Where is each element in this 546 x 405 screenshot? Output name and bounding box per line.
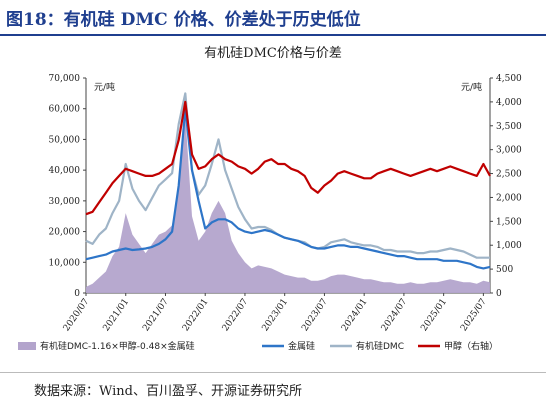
x-tick-label: 2023/01 bbox=[261, 297, 291, 333]
left-tick-label: 30,000 bbox=[49, 197, 81, 207]
x-tick-label: 2024/07 bbox=[380, 297, 410, 334]
x-tick-label: 2021/07 bbox=[141, 297, 171, 334]
left-tick-label: 20,000 bbox=[49, 228, 81, 238]
x-tick-label: 2025/01 bbox=[419, 297, 449, 333]
chart-svg: 0 10,000 20,000 30,000 40,000 50,000 60,000 70,… bbox=[18, 74, 522, 352]
x-tick-label: 2025/07 bbox=[459, 297, 489, 334]
figure-header: 图18：有机硅 DMC 价格、价差处于历史低位 bbox=[0, 0, 546, 36]
right-tick-label: 4,000 bbox=[496, 98, 522, 108]
right-tick-label: 0 bbox=[496, 289, 502, 299]
x-tick-label: 2023/07 bbox=[300, 297, 330, 334]
right-tick-label: 4,500 bbox=[496, 74, 522, 84]
left-tick-label: 60,000 bbox=[49, 105, 81, 115]
left-unit-label: 元/吨 bbox=[94, 81, 115, 93]
x-tick-label: 2022/07 bbox=[221, 297, 251, 334]
x-tick-label: 2021/01 bbox=[102, 297, 132, 333]
left-tick-label: 70,000 bbox=[49, 74, 81, 84]
right-tick-label: 3,000 bbox=[496, 146, 522, 156]
right-unit-label: 元/吨 bbox=[461, 81, 482, 93]
chart-title: 有机硅DMC价格与价差 bbox=[204, 46, 342, 61]
legend-spread-label: 有机硅DMC-1.16×甲醇-0.48×金属硅 bbox=[40, 340, 195, 352]
left-tick-label: 40,000 bbox=[49, 166, 81, 176]
figure-title: 图18：有机硅 DMC 价格、价差处于历史低位 bbox=[6, 10, 361, 30]
right-tick-label: 3,500 bbox=[496, 122, 522, 132]
right-tick-label: 500 bbox=[496, 265, 513, 275]
left-tick-label: 0 bbox=[74, 289, 80, 299]
x-tick-label: 2024/01 bbox=[340, 297, 370, 333]
right-tick-label: 2,000 bbox=[496, 193, 522, 203]
source-note: 数据来源：Wind、百川盈孚、开源证券研究所 bbox=[34, 384, 302, 399]
legend-spread-swatch bbox=[18, 342, 36, 350]
legend-methanol-label: 甲醇（右轴） bbox=[444, 340, 498, 352]
silicon-metal-line bbox=[85, 107, 491, 270]
methanol-line bbox=[85, 100, 491, 216]
left-tick-label: 50,000 bbox=[49, 135, 81, 145]
legend-silicon-metal-label: 金属硅 bbox=[288, 340, 315, 352]
right-tick-label: 2,500 bbox=[496, 170, 522, 180]
right-tick-label: 1,000 bbox=[496, 241, 522, 251]
x-tick-label: 2022/01 bbox=[181, 297, 211, 333]
legend-dmc-label: 有机硅DMC bbox=[356, 340, 404, 352]
spread-area bbox=[86, 114, 490, 294]
right-tick-label: 1,500 bbox=[496, 217, 522, 227]
source-divider bbox=[0, 372, 546, 373]
x-tick-label: 2020/07 bbox=[62, 297, 92, 334]
left-tick-label: 10,000 bbox=[49, 258, 81, 268]
